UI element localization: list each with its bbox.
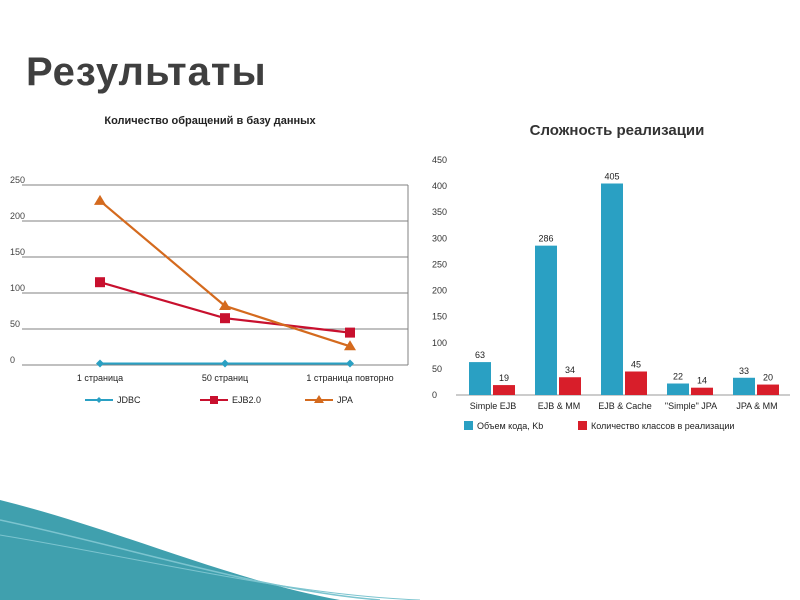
y-tick-label: 150 <box>432 312 447 322</box>
y-tick-label: 0 <box>432 390 437 400</box>
legend-marker <box>210 396 218 404</box>
data-point <box>344 340 356 351</box>
data-point <box>221 359 229 368</box>
y-tick-label: 300 <box>432 233 447 243</box>
bar <box>493 385 515 395</box>
data-point <box>346 359 354 368</box>
y-tick-label: 250 <box>432 259 447 269</box>
x-tick-label: Simple EJB <box>470 401 517 411</box>
bar <box>667 383 689 395</box>
x-tick-label: 50 страниц <box>202 373 248 383</box>
y-tick-label: 50 <box>10 319 20 329</box>
line-chart: Количество обращений в базу данных 0 50 100… <box>10 115 409 405</box>
y-tick-label: 0 <box>10 355 15 365</box>
data-label: 34 <box>565 365 575 375</box>
bar <box>535 245 557 395</box>
y-tick-label: 100 <box>432 338 447 348</box>
y-tick-label: 350 <box>432 207 447 217</box>
legend-label: JDBC <box>117 395 141 405</box>
data-point <box>95 277 105 288</box>
legend-swatch <box>578 421 587 430</box>
legend-label: Объем кода, Kb <box>477 421 543 431</box>
y-tick-label: 100 <box>10 283 25 293</box>
bar <box>559 377 581 395</box>
x-tick-label: 1 страница повторно <box>306 373 393 383</box>
y-tick-label: 200 <box>10 211 25 221</box>
data-label: 14 <box>697 376 707 386</box>
data-label: 63 <box>475 350 485 360</box>
x-tick-label: "Simple" JPA <box>665 401 717 411</box>
bar <box>625 371 647 395</box>
legend-marker <box>314 395 324 403</box>
x-tick-label: EJB & MM <box>538 401 581 411</box>
data-label: 20 <box>763 373 773 383</box>
data-point <box>219 299 231 310</box>
series-line <box>99 199 351 348</box>
legend-label: Количество классов в реализации <box>591 421 734 431</box>
data-point <box>220 313 230 324</box>
data-label: 33 <box>739 366 749 376</box>
y-tick-label: 150 <box>10 247 25 257</box>
y-tick-label: 400 <box>432 181 447 191</box>
slide-decoration <box>0 500 421 600</box>
bar <box>733 377 755 395</box>
bar <box>469 362 491 395</box>
y-tick-label: 450 <box>432 155 447 165</box>
legend-marker <box>96 397 102 403</box>
data-label: 45 <box>631 360 641 370</box>
y-tick-label: 50 <box>432 364 442 374</box>
x-tick-label: JPA & MM <box>736 401 777 411</box>
y-tick-label: 200 <box>432 286 447 296</box>
data-label: 286 <box>538 234 553 244</box>
bar <box>691 387 713 395</box>
legend-swatch <box>464 421 473 430</box>
x-tick-label: 1 страница <box>77 373 123 383</box>
data-label: 405 <box>604 172 619 182</box>
slide-title: Результаты <box>26 50 267 94</box>
data-point <box>94 194 106 205</box>
y-tick-label: 250 <box>10 175 25 185</box>
legend-label: EJB2.0 <box>232 395 261 405</box>
data-label: 19 <box>499 373 509 383</box>
bar <box>601 183 623 395</box>
data-label: 22 <box>673 372 683 382</box>
line-chart-title: Количество обращений в базу данных <box>104 115 316 127</box>
bar-chart-title: Сложность реализации <box>530 122 705 139</box>
bar-chart: Сложность реализации 0 50 100 150 200 250 300 35… <box>432 122 790 431</box>
x-tick-label: EJB & Cache <box>598 401 652 411</box>
data-point <box>345 327 355 338</box>
bar <box>757 384 779 395</box>
legend-label: JPA <box>337 395 353 405</box>
data-point <box>96 359 104 368</box>
